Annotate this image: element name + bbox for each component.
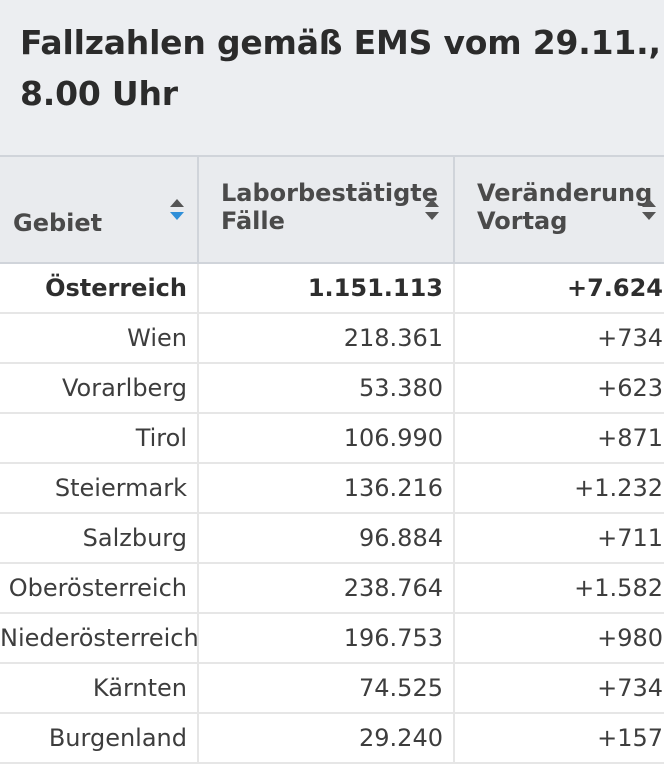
region-cell: Salzburg [0, 513, 199, 564]
cases-cell: 238.764 [198, 563, 455, 614]
change-cell: +734 [454, 663, 664, 714]
cases-cell: 29.240 [198, 713, 455, 764]
cases-cell: 196.753 [198, 613, 455, 664]
column-header-label: Gebiet [13, 209, 103, 237]
sort-ascending-active-icon[interactable] [169, 197, 185, 223]
table-row: Oberösterreich 238.764 +1.582 [0, 563, 664, 614]
column-header-cases[interactable]: Laborbestätigte Fälle [198, 155, 455, 264]
region-cell: Steiermark [0, 463, 199, 514]
change-cell: +7.624 [454, 263, 664, 314]
region-cell: Oberösterreich [0, 563, 199, 614]
change-cell: +871 [454, 413, 664, 464]
change-cell: +1.582 [454, 563, 664, 614]
region-cell: Niederösterreich [0, 613, 199, 664]
change-cell: +157 [454, 713, 664, 764]
region-cell: Wien [0, 313, 199, 364]
cases-cell: 1.151.113 [198, 263, 455, 314]
cases-cell: 53.380 [198, 363, 455, 414]
sort-icon[interactable] [424, 197, 440, 223]
column-header-change[interactable]: Veränderung Vortag [454, 155, 664, 264]
table-body: Österreich 1.151.113 +7.624 Wien 218.361 +734… [0, 263, 664, 764]
table-row: Steiermark 136.216 +1.232 [0, 463, 664, 514]
change-cell: +711 [454, 513, 664, 564]
region-cell: Burgenland [0, 713, 199, 764]
cases-cell: 218.361 [198, 313, 455, 364]
table-row: Tirol 106.990 +871 [0, 413, 664, 464]
title-area: Fallzahlen gemäß EMS vom 29.11., 8.00 Uh… [0, 0, 664, 155]
case-table: Gebiet Laborbestätigte Fälle Veränderung… [0, 155, 664, 764]
table-row: Österreich 1.151.113 +7.624 [0, 263, 664, 314]
cases-cell: 96.884 [198, 513, 455, 564]
region-cell: Vorarlberg [0, 363, 199, 414]
region-cell: Österreich [0, 263, 199, 314]
region-cell: Kärnten [0, 663, 199, 714]
table-row: Vorarlberg 53.380 +623 [0, 363, 664, 414]
table-header-row: Gebiet Laborbestätigte Fälle Veränderung… [0, 155, 664, 264]
change-cell: +980 [454, 613, 664, 664]
change-cell: +1.232 [454, 463, 664, 514]
region-cell: Tirol [0, 413, 199, 464]
cases-cell: 74.525 [198, 663, 455, 714]
change-cell: +734 [454, 313, 664, 364]
column-header-region[interactable]: Gebiet [0, 155, 199, 264]
table-row: Burgenland 29.240 +157 [0, 713, 664, 764]
page-title: Fallzahlen gemäß EMS vom 29.11., 8.00 Uh… [20, 23, 661, 113]
table-row: Niederösterreich 196.753 +980 [0, 613, 664, 664]
cases-cell: 106.990 [198, 413, 455, 464]
change-cell: +623 [454, 363, 664, 414]
column-header-label: Veränderung Vortag [477, 179, 653, 235]
cases-cell: 136.216 [198, 463, 455, 514]
sort-icon[interactable] [641, 197, 657, 223]
table-row: Wien 218.361 +734 [0, 313, 664, 364]
column-header-label: Laborbestätigte Fälle [221, 179, 439, 235]
table-row: Salzburg 96.884 +711 [0, 513, 664, 564]
table-row: Kärnten 74.525 +734 [0, 663, 664, 714]
